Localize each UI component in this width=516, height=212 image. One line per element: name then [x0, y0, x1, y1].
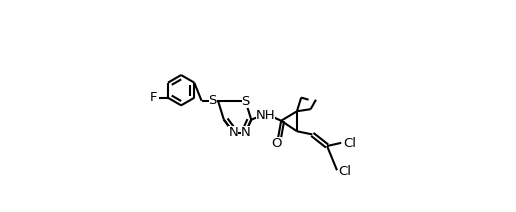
- Text: Cl: Cl: [338, 165, 352, 178]
- Text: O: O: [271, 137, 282, 150]
- Text: F: F: [150, 91, 157, 104]
- Text: N: N: [228, 126, 238, 139]
- Text: NH: NH: [255, 109, 275, 122]
- Text: S: S: [208, 94, 217, 107]
- Text: N: N: [241, 126, 251, 139]
- Text: S: S: [241, 95, 250, 108]
- Text: Cl: Cl: [343, 137, 356, 150]
